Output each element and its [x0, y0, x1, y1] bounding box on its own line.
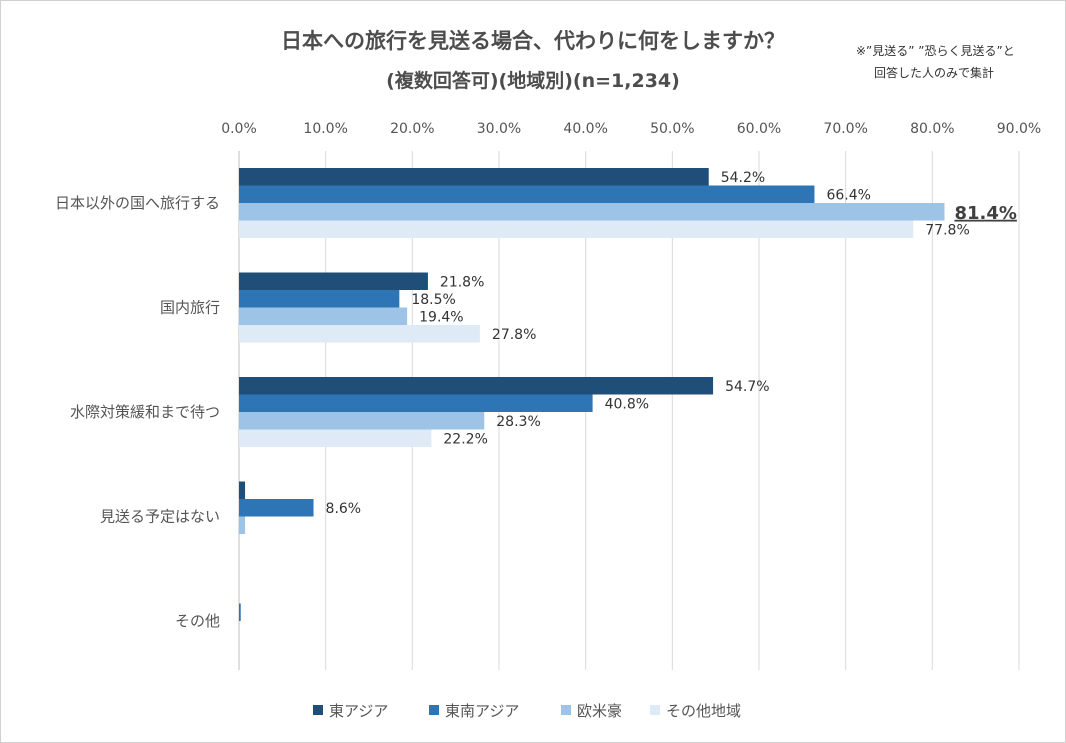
bar [239, 377, 714, 395]
bar [239, 603, 241, 621]
bar [239, 185, 815, 203]
bar [239, 394, 593, 412]
x-tick-label: 90.0% [997, 121, 1041, 137]
x-tick-label: 30.0% [477, 121, 521, 137]
data-label: 21.8% [440, 274, 484, 290]
bar [239, 307, 408, 325]
legend-swatch [650, 705, 660, 715]
bar [239, 325, 480, 343]
bar [239, 481, 246, 499]
bar [239, 290, 400, 308]
data-label: 18.5% [411, 292, 455, 308]
data-label: 66.4% [826, 187, 870, 203]
data-label: 28.3% [496, 414, 540, 430]
x-tick-label: 80.0% [910, 121, 954, 137]
bar [239, 272, 428, 290]
x-tick-label: 50.0% [650, 121, 694, 137]
data-label: 22.2% [443, 431, 487, 447]
x-tick-label: 20.0% [390, 121, 434, 137]
data-label: 8.6% [326, 501, 362, 517]
data-label: 27.8% [492, 327, 536, 343]
legend-swatch [561, 705, 571, 715]
chart-subtitle: (複数回答可)(地域別)(n=1,234) [386, 70, 680, 92]
legend-label: 東南アジア [445, 702, 519, 720]
legend-label: 欧米豪 [577, 702, 622, 720]
bar [239, 499, 314, 517]
legend-swatch [313, 705, 323, 715]
category-label: 見送る予定はない [100, 508, 220, 526]
data-label: 40.8% [605, 396, 649, 412]
data-label: 54.7% [725, 379, 769, 395]
bar [239, 412, 485, 430]
x-tick-label: 60.0% [737, 121, 781, 137]
x-tick-label: 0.0% [221, 121, 257, 137]
bar [239, 220, 914, 238]
category-label: 日本以外の国へ旅行する [55, 194, 220, 212]
bar [239, 203, 945, 221]
bar [239, 168, 709, 186]
category-label: その他 [175, 612, 220, 630]
data-label: 54.2% [721, 170, 765, 186]
category-label: 水際対策緩和まで待つ [70, 403, 220, 421]
bar [239, 429, 432, 447]
x-tick-label: 10.0% [303, 121, 347, 137]
x-tick-label: 70.0% [823, 121, 867, 137]
bar [239, 516, 246, 534]
chart-title: 日本への旅行を見送る場合、代わりに何をしますか？ [281, 29, 785, 53]
legend-label: その他地域 [666, 702, 741, 720]
note-line-1: ※”見送る” ”恐らく見送る”と [856, 44, 1015, 58]
category-label: 国内旅行 [160, 299, 220, 317]
data-label: 19.4% [419, 309, 463, 325]
legend-swatch [429, 705, 439, 715]
legend-label: 東アジア [329, 702, 388, 720]
x-tick-label: 40.0% [563, 121, 607, 137]
note-line-2: 回答した人のみで集計 [874, 66, 995, 80]
data-label: 81.4% [954, 203, 1016, 224]
data-label: 77.8% [925, 222, 969, 238]
